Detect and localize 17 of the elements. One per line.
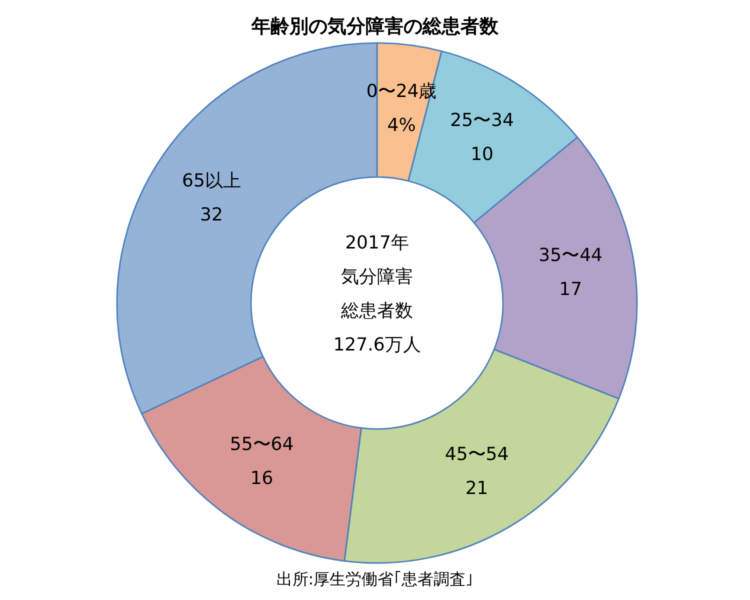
- slice-label: 45〜54: [444, 444, 509, 466]
- text: 総患者数: [340, 300, 413, 322]
- text: 出所:厚生労働省｢患者調査｣: [276, 570, 474, 588]
- data-label: 17: [559, 278, 582, 300]
- data-label: 4%: [387, 115, 416, 136]
- slice-label: 25〜34: [450, 110, 514, 132]
- slice-label: 55〜64: [230, 434, 294, 456]
- data-label: 21: [465, 478, 488, 500]
- text: 2017年: [345, 232, 409, 254]
- slice-label: 35〜44: [538, 244, 602, 266]
- data-label: 16: [250, 468, 274, 490]
- slice-label: 65以上: [182, 170, 241, 192]
- text: 127.6万人: [333, 334, 421, 356]
- chart-title: 年齢別の気分障害の総患者数: [250, 16, 500, 38]
- data-label: 32: [200, 204, 223, 226]
- text: 気分障害: [341, 266, 413, 288]
- data-label: 10: [470, 144, 494, 166]
